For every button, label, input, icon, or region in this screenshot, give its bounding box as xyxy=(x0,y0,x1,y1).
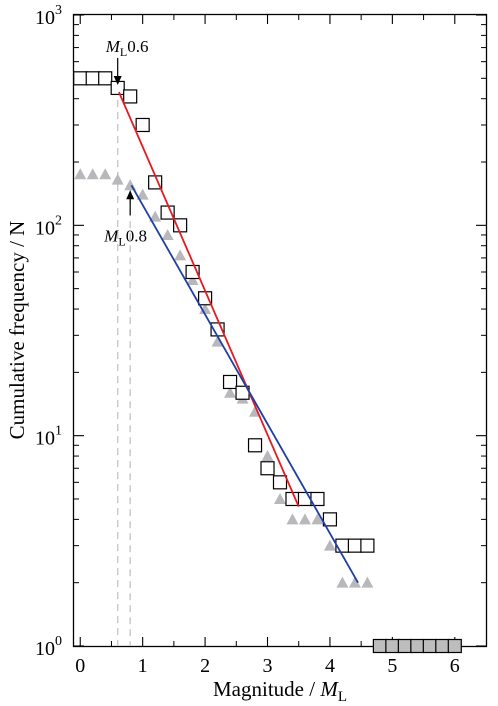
triangle-point-10 xyxy=(186,273,199,285)
triangle-point-20 xyxy=(311,513,324,525)
triangle-point-1 xyxy=(74,168,87,180)
triangle-point-9 xyxy=(174,249,187,261)
square-point-2 xyxy=(85,71,100,86)
triangle-point-17 xyxy=(274,492,286,504)
triangle-point-5 xyxy=(124,179,137,191)
triangle-point-19 xyxy=(298,513,311,525)
triangle-point-7 xyxy=(149,210,162,222)
y-tick-label-1: 100 xyxy=(35,634,62,660)
square-point-28 xyxy=(410,638,425,654)
triangle-point-12 xyxy=(211,335,224,347)
x-tick-label-5: 5 xyxy=(387,655,397,677)
square-point-3 xyxy=(98,71,113,86)
square-point-8 xyxy=(160,205,175,220)
square-point-30 xyxy=(435,638,450,654)
y-tick-label-1000: 103 xyxy=(35,3,62,29)
triangle-point-4 xyxy=(111,173,124,185)
triangle-point-18 xyxy=(286,513,299,525)
triangle-point-3 xyxy=(99,168,112,180)
x-tick-label-0: 0 xyxy=(75,655,85,677)
triangle-point-6 xyxy=(136,188,149,200)
square-point-31 xyxy=(447,638,462,654)
x-tick-label-3: 3 xyxy=(263,655,273,677)
triangle-point-24 xyxy=(361,576,374,588)
triangle-point-2 xyxy=(86,168,99,180)
triangle-point-16 xyxy=(261,450,274,462)
square-point-27 xyxy=(397,638,412,654)
square-point-1 xyxy=(73,71,88,86)
triangle-point-11 xyxy=(199,303,212,315)
square-point-17 xyxy=(272,475,288,490)
triangle-point-23 xyxy=(348,576,361,588)
square-point-6 xyxy=(135,117,150,133)
axis-ticks-layer xyxy=(74,14,486,647)
fit-line-1 xyxy=(118,91,300,507)
square-series-layer xyxy=(73,71,462,654)
square-point-24 xyxy=(360,538,375,553)
fit-lines-layer xyxy=(118,91,359,584)
annotation-mc-06: ML0.6 xyxy=(105,37,149,59)
x-tick-label-6: 6 xyxy=(450,655,460,677)
y-tick-label-100: 102 xyxy=(35,213,62,239)
square-point-21 xyxy=(322,512,338,527)
square-point-15 xyxy=(247,438,263,453)
arrow-head-mc-08 xyxy=(126,190,135,200)
annotation-mc-08: ML0.8 xyxy=(103,226,147,248)
square-point-23 xyxy=(347,538,363,553)
tick-labels-layer: 0 1 2 3 4 5 6 100 101 102 103 xyxy=(35,3,460,677)
triangle-point-22 xyxy=(336,576,349,588)
square-point-16 xyxy=(260,461,275,476)
square-point-29 xyxy=(422,638,437,654)
x-axis-title: Magnitude / ML xyxy=(213,677,347,705)
square-point-13 xyxy=(222,374,238,390)
arrow-head-mc-06 xyxy=(113,75,122,85)
y-tick-label-10: 101 xyxy=(35,424,62,450)
plot-frame xyxy=(72,13,488,648)
square-point-25 xyxy=(372,638,387,654)
x-tick-label-2: 2 xyxy=(200,655,210,677)
triangle-point-8 xyxy=(161,228,174,240)
y-axis-title: Cumulative frequency / N xyxy=(5,221,29,440)
square-point-26 xyxy=(385,638,400,654)
square-point-5 xyxy=(123,89,138,104)
annotations-layer: ML0.6 ML0.8 xyxy=(103,37,148,248)
triangle-point-21 xyxy=(323,539,336,551)
x-tick-label-4: 4 xyxy=(325,655,335,677)
fit-line-2 xyxy=(130,184,359,584)
triangle-point-13 xyxy=(224,386,237,398)
reference-lines-layer xyxy=(116,87,131,646)
x-tick-label-1: 1 xyxy=(138,655,148,677)
